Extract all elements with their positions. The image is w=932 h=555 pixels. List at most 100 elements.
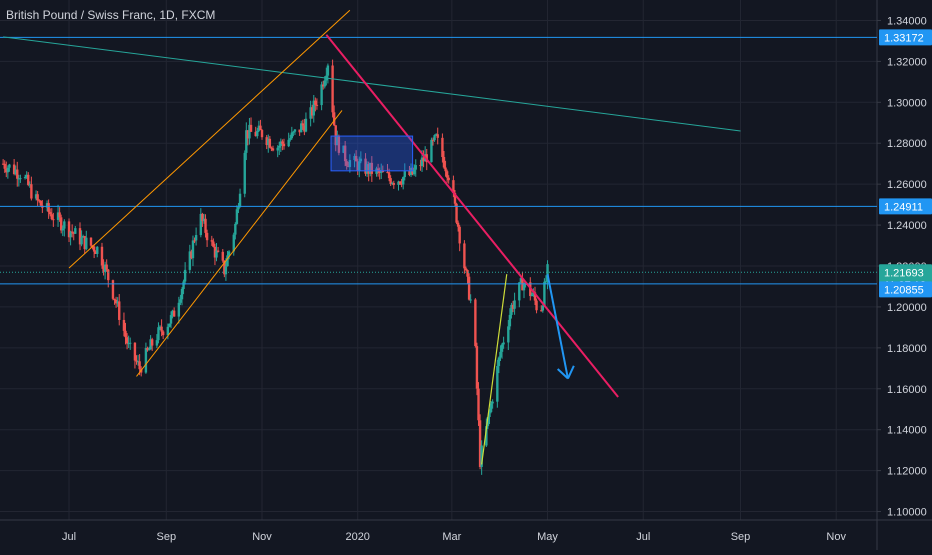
candle-body bbox=[334, 125, 337, 146]
candle-body bbox=[326, 65, 330, 76]
candle-body bbox=[376, 168, 380, 170]
candle-body bbox=[469, 299, 472, 301]
candle-body bbox=[430, 139, 433, 163]
candle-body bbox=[256, 130, 259, 137]
candle-body bbox=[420, 157, 424, 167]
candle-body bbox=[124, 330, 127, 338]
candle-body bbox=[345, 161, 348, 166]
candle-body bbox=[150, 339, 154, 346]
candles bbox=[1, 59, 549, 475]
channel-lower-line bbox=[136, 110, 343, 377]
candle-body bbox=[227, 251, 231, 256]
candle-body bbox=[257, 125, 261, 131]
candle-body bbox=[433, 135, 436, 141]
candle-body bbox=[485, 426, 488, 446]
candle-body bbox=[105, 264, 108, 270]
candle-body bbox=[103, 264, 107, 272]
candle-body bbox=[39, 200, 42, 206]
candle-body bbox=[147, 349, 151, 351]
candle-body bbox=[89, 237, 93, 246]
candle-body bbox=[52, 219, 55, 221]
candle-body bbox=[260, 130, 264, 138]
candle-body bbox=[5, 168, 8, 173]
price-tag-bg bbox=[879, 198, 932, 215]
candle-body bbox=[216, 250, 220, 252]
candle-body bbox=[300, 123, 303, 133]
candle-body bbox=[85, 237, 88, 250]
candle-body bbox=[237, 206, 240, 210]
candle-body bbox=[292, 131, 295, 133]
candle-body bbox=[215, 250, 218, 258]
candle-body bbox=[135, 360, 138, 362]
candle-body bbox=[36, 194, 39, 201]
candle-body bbox=[83, 236, 86, 250]
candle-body bbox=[365, 164, 369, 174]
y-tick-label: 1.16000 bbox=[887, 384, 927, 396]
candle-body bbox=[80, 237, 83, 245]
candle-body bbox=[194, 235, 198, 241]
candle-body bbox=[271, 148, 275, 151]
candle-body bbox=[434, 134, 438, 136]
y-tick-label: 1.32000 bbox=[887, 56, 927, 68]
candle-body bbox=[243, 152, 246, 194]
candle-body bbox=[191, 240, 195, 259]
candle-body bbox=[480, 445, 483, 467]
candle-body bbox=[6, 167, 10, 173]
candle-body bbox=[204, 218, 207, 233]
candle-body bbox=[311, 107, 314, 116]
projection-arrow-shaft bbox=[546, 273, 569, 379]
candle-body bbox=[400, 183, 403, 185]
descending-trendline bbox=[325, 34, 619, 398]
candle-body bbox=[475, 346, 479, 389]
y-tick-label: 1.10000 bbox=[887, 507, 927, 519]
candle-body bbox=[304, 118, 308, 132]
candle-body bbox=[212, 241, 215, 247]
candle-body bbox=[489, 403, 493, 413]
y-tick-label: 1.34000 bbox=[887, 15, 927, 27]
candle-body bbox=[533, 292, 537, 301]
x-tick-label: Jul bbox=[636, 531, 650, 543]
candle-body bbox=[202, 218, 206, 222]
candle-body bbox=[408, 171, 411, 176]
candle-body bbox=[431, 139, 435, 141]
candle-body bbox=[27, 174, 30, 185]
candle-body bbox=[158, 326, 162, 328]
candle-body bbox=[245, 130, 248, 153]
candle-body bbox=[312, 100, 315, 116]
candle-body bbox=[392, 183, 395, 185]
candle-body bbox=[30, 184, 33, 199]
candle-body bbox=[223, 260, 226, 275]
candle-body bbox=[58, 212, 61, 218]
candle-body bbox=[491, 401, 494, 404]
candle-body bbox=[74, 228, 77, 234]
candle-body bbox=[380, 170, 383, 173]
candle-body bbox=[409, 167, 413, 176]
candle-body bbox=[96, 246, 99, 254]
price-tag-label: 1.24911 bbox=[884, 201, 923, 213]
candle-body bbox=[389, 178, 392, 184]
candle-body bbox=[342, 145, 345, 153]
price-tag-label: 1.33172 bbox=[884, 32, 924, 44]
candle-body bbox=[19, 178, 22, 180]
long-trendline bbox=[3, 36, 741, 132]
candle-body bbox=[336, 136, 339, 146]
candle-body bbox=[369, 162, 372, 174]
candle-body bbox=[331, 65, 334, 113]
candle-body bbox=[356, 161, 359, 171]
candle-body bbox=[226, 255, 229, 267]
candle-body bbox=[160, 326, 163, 332]
candle-body bbox=[287, 139, 290, 147]
candle-body bbox=[125, 337, 129, 344]
candle-body bbox=[511, 304, 515, 309]
projection-arrow-head bbox=[557, 368, 569, 380]
candle-body bbox=[442, 156, 446, 168]
candle-body bbox=[391, 183, 394, 185]
candle-body bbox=[301, 123, 304, 126]
candle-body bbox=[49, 212, 52, 215]
candle-body bbox=[246, 130, 250, 139]
candle-body bbox=[293, 129, 297, 132]
candle-body bbox=[50, 214, 53, 220]
candle-body bbox=[456, 222, 460, 227]
